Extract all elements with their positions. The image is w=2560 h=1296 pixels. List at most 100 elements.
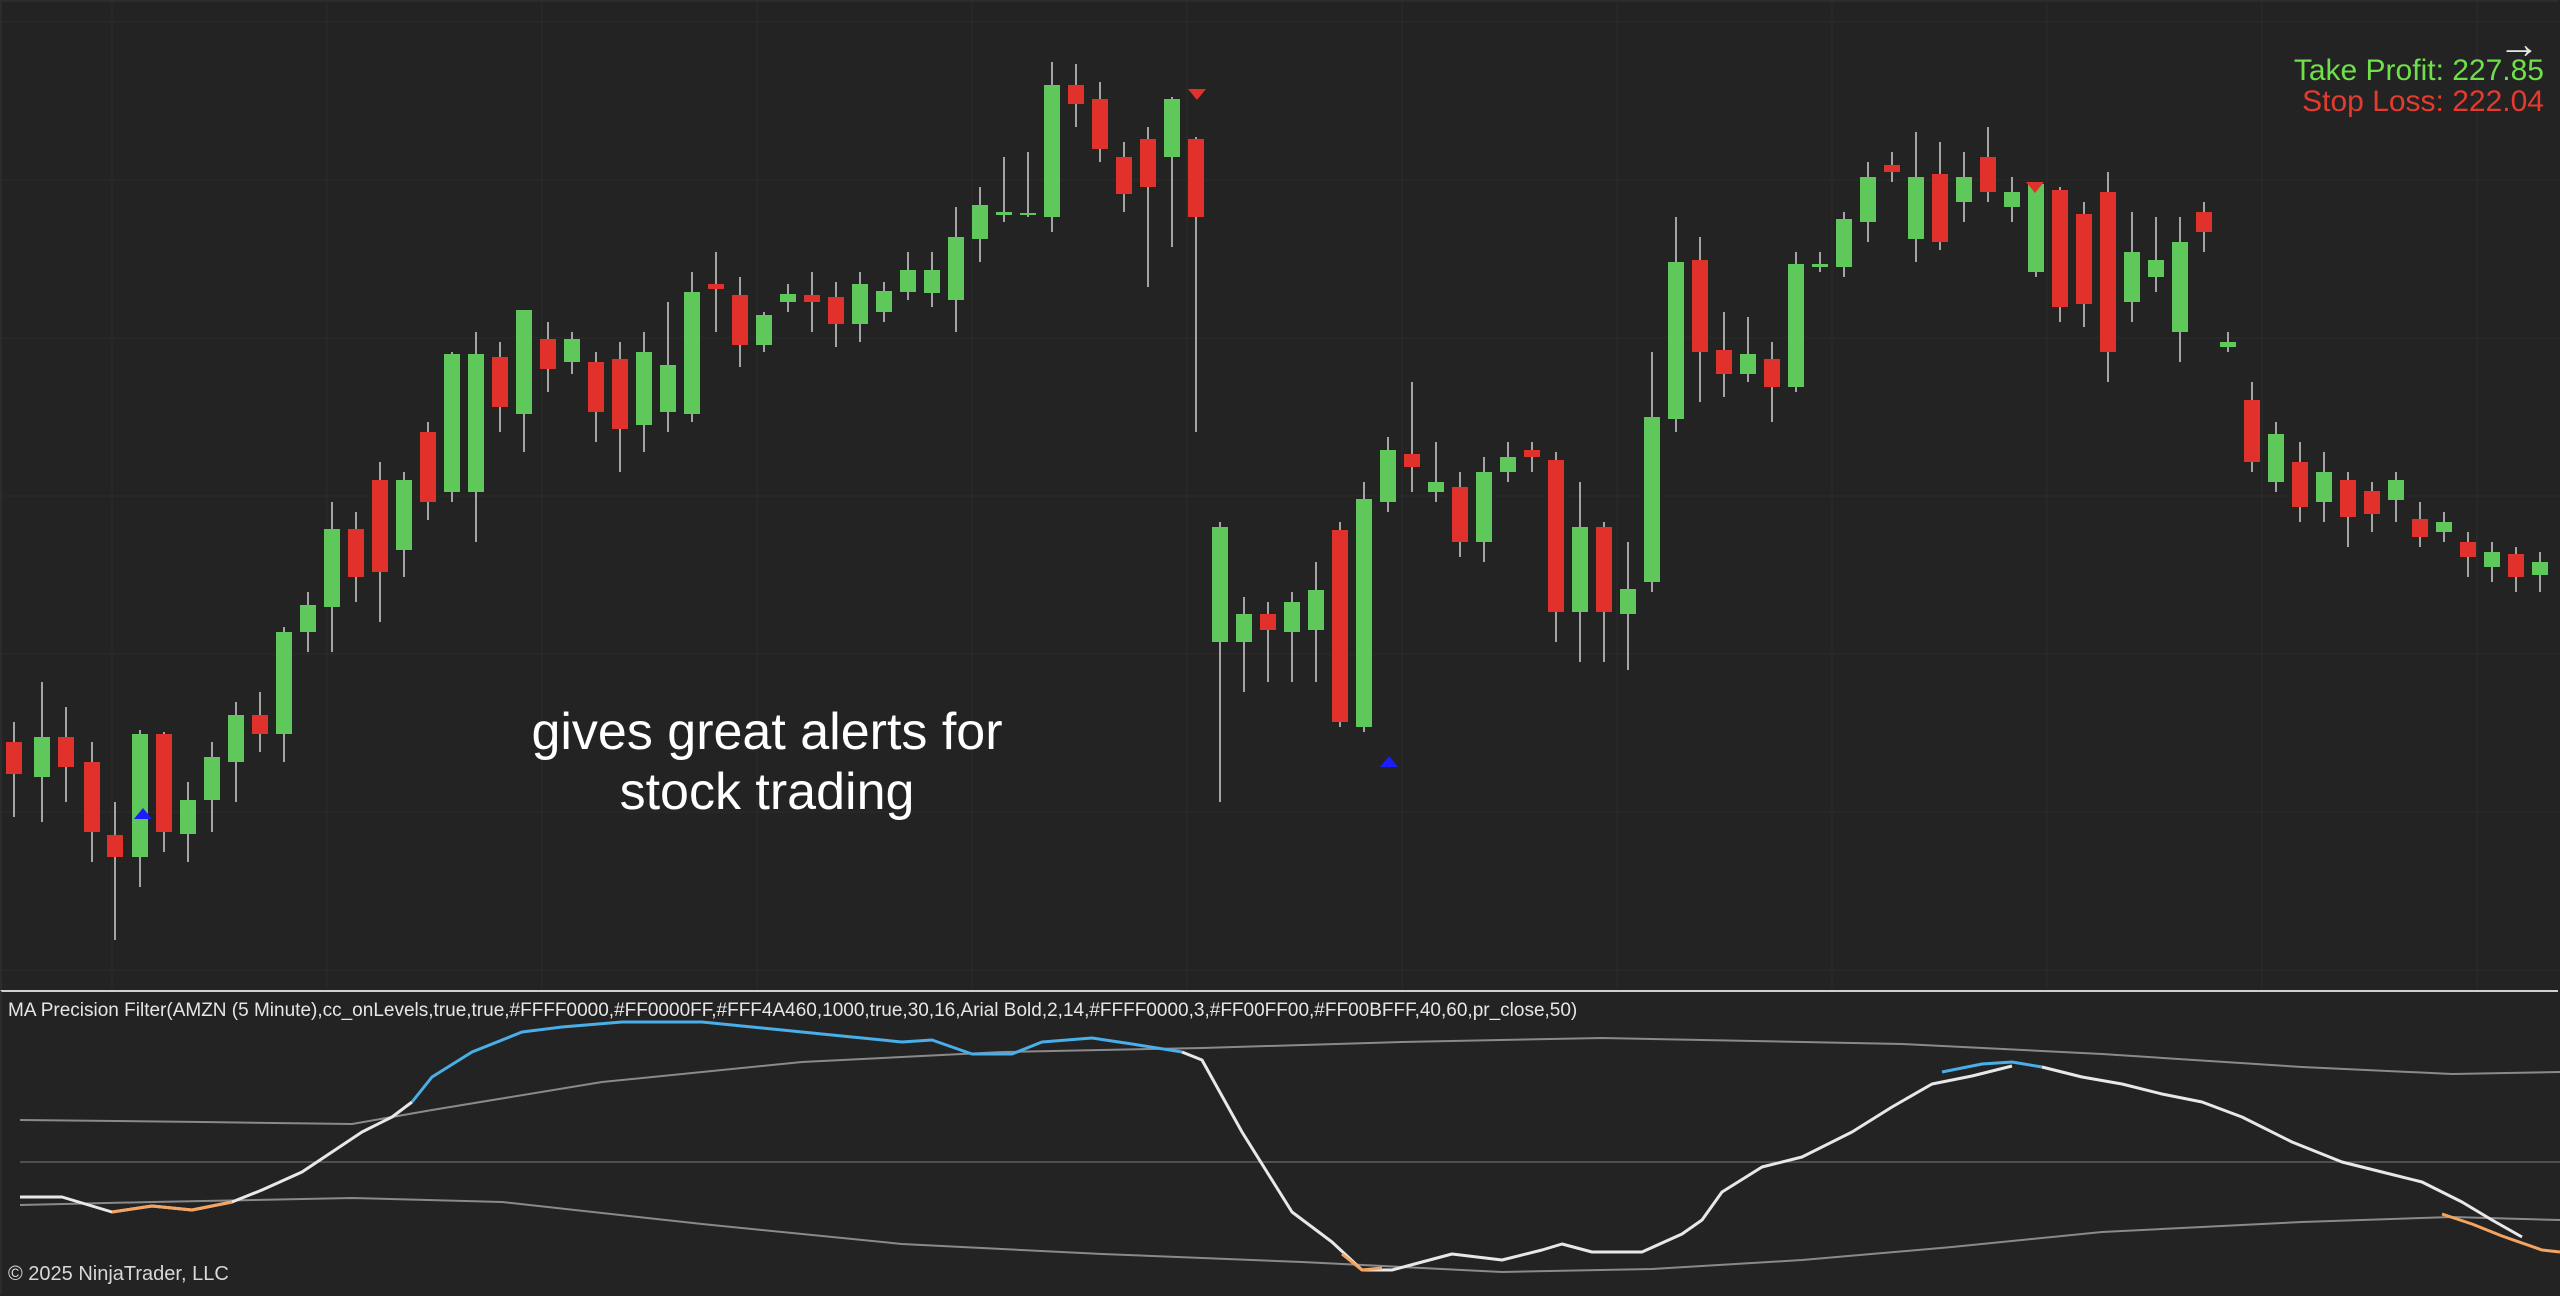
candle-body	[1812, 264, 1828, 267]
candle-body	[1164, 99, 1180, 157]
candle-body	[2172, 242, 2188, 332]
bear-candle	[540, 322, 556, 392]
candle-body	[1260, 614, 1276, 630]
candle-body	[1548, 460, 1564, 612]
bull-candle	[180, 782, 196, 862]
bear-candle	[2412, 502, 2428, 547]
bear-candle	[372, 462, 388, 622]
bull-candle	[1428, 442, 1444, 502]
bull-candle	[564, 332, 580, 374]
bull-candle	[1740, 317, 1756, 382]
candle-body	[2412, 519, 2428, 537]
price-panel[interactable]: → Take Profit: 227.85 Stop Loss: 222.04 …	[0, 0, 2560, 992]
bull-candle	[1908, 132, 1924, 262]
candle-body	[1284, 602, 1300, 632]
bull-candle	[516, 310, 532, 452]
take-profit-label: Take Profit: 227.85	[2293, 54, 2544, 87]
bear-candle	[2340, 472, 2356, 547]
annotation-line-1: gives great alerts for	[531, 703, 1003, 761]
bull-candle	[1788, 252, 1804, 392]
bear-candle	[1524, 442, 1540, 472]
candle-body	[1932, 174, 1948, 242]
bear-candle	[1452, 472, 1468, 557]
bull-candle	[876, 282, 892, 322]
candle-body	[2436, 522, 2452, 532]
oscillator-above-segment	[410, 1020, 1183, 1103]
bear-candle	[84, 742, 100, 862]
candle-body	[612, 359, 628, 429]
candle-body	[1332, 530, 1348, 722]
bull-candle	[300, 592, 316, 652]
candle-body	[636, 352, 652, 425]
bear-candle	[2292, 442, 2308, 522]
bull-candle	[900, 252, 916, 300]
indicator-chart[interactable]	[2, 992, 2560, 1296]
candle-body	[2220, 342, 2236, 347]
bull-candle	[2004, 177, 2020, 222]
candle-body	[588, 362, 604, 412]
bull-candle	[1308, 562, 1324, 682]
bull-candle	[1356, 482, 1372, 732]
candle-body	[1452, 487, 1468, 542]
bull-candle	[2220, 332, 2236, 352]
bull-candle	[2436, 512, 2452, 542]
candle-body	[1236, 614, 1252, 642]
bear-candle	[1092, 82, 1108, 162]
candle-body	[1956, 177, 1972, 202]
indicator-panel[interactable]: MA Precision Filter(AMZN (5 Minute),cc_o…	[0, 990, 2560, 1296]
bull-candle	[468, 332, 484, 542]
candle-body	[324, 529, 340, 607]
candle-body	[1716, 350, 1732, 374]
candle-body	[828, 297, 844, 324]
bear-candle	[1260, 602, 1276, 682]
candle-body	[852, 284, 868, 324]
candle-body	[2076, 214, 2092, 304]
bear-candle	[588, 352, 604, 442]
stop-loss-label: Stop Loss: 222.04	[2302, 85, 2544, 118]
candle-body	[1644, 417, 1660, 582]
candle-body	[876, 291, 892, 312]
sell-signal-marker	[2026, 182, 2044, 193]
bear-candle	[1596, 522, 1612, 662]
candle-body	[2508, 554, 2524, 577]
bull-candle	[1212, 522, 1228, 802]
bear-candle	[156, 732, 172, 852]
candle-body	[2340, 480, 2356, 517]
bear-candle	[732, 277, 748, 367]
bull-candle	[228, 702, 244, 802]
candle-body	[1092, 99, 1108, 149]
candle-body	[1116, 157, 1132, 194]
bull-candle	[1956, 152, 1972, 222]
chart-annotation: gives great alerts for stock trading	[522, 702, 1012, 822]
candle-body	[2052, 190, 2068, 307]
bear-candle	[492, 342, 508, 432]
candle-body	[228, 715, 244, 762]
candle-body	[2316, 472, 2332, 502]
candle-body	[2292, 462, 2308, 507]
oscillator-below-segment	[1341, 1252, 1383, 1272]
bear-candle	[107, 802, 123, 940]
bull-candle	[1836, 212, 1852, 277]
candle-body	[1380, 450, 1396, 502]
bull-candle	[1380, 437, 1396, 512]
bull-candle	[948, 207, 964, 332]
candle-body	[6, 742, 22, 774]
candle-body	[2244, 400, 2260, 462]
bull-candle	[276, 627, 292, 762]
bear-candle	[2076, 202, 2092, 327]
bear-candle	[1692, 237, 1708, 402]
bear-candle	[612, 342, 628, 472]
candle-body	[156, 734, 172, 832]
candlestick-chart[interactable]	[2, 2, 2560, 992]
candle-body	[2028, 184, 2044, 272]
candle-body	[2124, 252, 2140, 302]
bull-candle	[1020, 152, 1036, 217]
candle-body	[132, 734, 148, 857]
bull-candle	[2028, 182, 2044, 277]
candle-body	[708, 284, 724, 289]
right-arrow-icon[interactable]: →	[2498, 20, 2540, 67]
bear-candle	[1116, 142, 1132, 212]
bull-candle	[1500, 442, 1516, 482]
bear-candle	[828, 282, 844, 347]
